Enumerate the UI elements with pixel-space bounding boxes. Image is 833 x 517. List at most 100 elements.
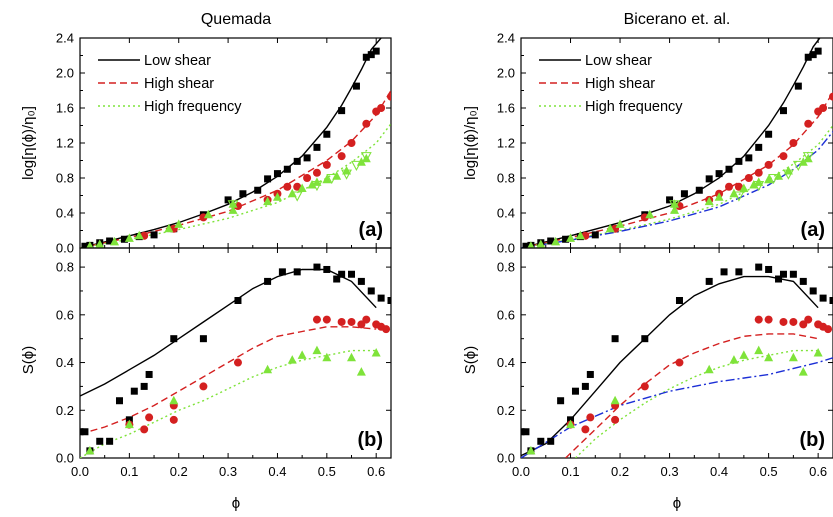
marker-square	[755, 263, 763, 271]
marker-circle	[145, 413, 154, 422]
marker-triangle	[371, 348, 381, 357]
marker-circle	[312, 168, 321, 177]
marker-triangle	[798, 367, 808, 376]
marker-triangle	[263, 196, 273, 206]
y-tick-label: 0.0	[497, 241, 515, 256]
marker-square	[735, 157, 743, 165]
marker-triangle	[803, 153, 813, 163]
y-tick-label: 0.4	[497, 206, 515, 221]
marker-triangle	[754, 345, 764, 355]
marker-square	[547, 437, 555, 445]
y-tick-label: 0.2	[56, 403, 74, 418]
y-tick-label: 0.4	[497, 355, 515, 370]
marker-circle	[387, 92, 391, 101]
marker-triangle	[536, 239, 546, 248]
marker-square	[755, 143, 763, 151]
marker-square	[715, 170, 723, 178]
marker-triangle-down	[227, 200, 239, 211]
marker-triangle	[575, 230, 585, 240]
marker-square	[779, 270, 787, 278]
marker-circle	[199, 382, 208, 391]
ylabel-right-bottom: S(ϕ)	[462, 346, 479, 374]
marker-square	[362, 53, 370, 61]
y-tick-label: 0.6	[497, 307, 515, 322]
marker-square	[367, 287, 375, 295]
marker-triangle-down	[783, 169, 794, 180]
marker-triangle	[85, 445, 95, 455]
marker-square	[115, 397, 123, 405]
x-tick-label: 0.6	[809, 464, 827, 479]
curve-high-frequency	[80, 123, 391, 248]
x-tick-label: 0.4	[268, 464, 286, 479]
legend-label: Low shear	[144, 53, 211, 69]
marker-triangle	[361, 153, 371, 163]
y-tick-label: 0.8	[56, 171, 74, 186]
marker-square	[557, 397, 565, 405]
y-tick-label: 2.0	[497, 66, 515, 81]
marker-square	[239, 190, 247, 198]
marker-square	[725, 165, 733, 173]
marker-circle	[640, 382, 649, 391]
marker-square	[264, 175, 272, 183]
x-tick-label: 0.3	[219, 464, 237, 479]
marker-square	[680, 190, 688, 198]
marker-triangle	[272, 192, 282, 201]
marker-square	[809, 51, 817, 59]
curve-low-shear	[521, 38, 821, 248]
x-tick-label: 0.0	[512, 464, 530, 479]
y-tick-label: 1.6	[56, 101, 74, 116]
marker-triangle	[729, 355, 739, 364]
legend-label: High frequency	[144, 99, 242, 115]
marker-circle	[377, 104, 386, 112]
curve-extra	[521, 131, 833, 248]
marker-square	[377, 294, 385, 302]
x-tick-label: 0.2	[611, 464, 629, 479]
marker-square	[537, 437, 545, 445]
plot-area	[80, 263, 391, 458]
marker-circle	[779, 317, 788, 326]
marker-circle	[804, 315, 813, 324]
marker-square	[352, 82, 360, 90]
x-tick-label: 0.1	[120, 464, 138, 479]
panel-frame	[79, 247, 392, 459]
marker-triangle	[526, 445, 536, 455]
marker-triangle	[566, 233, 576, 242]
y-tick-label: 0.4	[56, 355, 74, 370]
panel-3: 0.0 0.1 0.2 0.3 0.4 0.5 0.6 0.0 0.2 0.4 0.6 0.8 (b)	[497, 247, 833, 479]
marker-triangle	[322, 174, 332, 184]
marker-triangle	[605, 223, 615, 233]
x-tick-label: 0.0	[71, 464, 89, 479]
curve-high-frequency	[521, 125, 833, 248]
panel-2: 0.0 0.4 0.8 1.2 1.6 2.0 2.4 (a) Low shear High sh…	[497, 31, 833, 256]
marker-triangle	[263, 364, 273, 374]
marker-circle	[362, 119, 371, 128]
ylabel-left-bottom: S(ϕ)	[20, 346, 37, 374]
marker-circle	[779, 152, 788, 161]
marker-triangle-down	[360, 152, 372, 163]
marker-square	[829, 297, 833, 304]
curve-low-shear	[521, 275, 819, 457]
marker-triangle	[610, 395, 620, 405]
marker-square	[765, 265, 773, 273]
panel-label: (b)	[799, 429, 825, 451]
marker-circle	[764, 315, 773, 324]
marker-square	[611, 335, 619, 343]
marker-square	[775, 275, 783, 283]
marker-circle	[799, 320, 808, 329]
x-tick-label: 0.3	[661, 464, 679, 479]
title-bicerano: Bicerano et. al.	[624, 11, 731, 28]
marker-triangle	[287, 355, 297, 364]
marker-circle	[725, 182, 733, 191]
marker-triangle-down	[802, 152, 814, 163]
marker-triangle	[739, 350, 749, 359]
marker-square	[735, 268, 743, 276]
marker-triangle	[527, 241, 535, 248]
marker-square	[106, 237, 114, 245]
y-tick-label: 0.0	[56, 451, 74, 466]
marker-square	[779, 107, 787, 115]
marker-triangle-down	[351, 160, 362, 172]
marker-square	[705, 277, 713, 285]
marker-triangle	[704, 196, 714, 206]
marker-circle	[754, 168, 763, 177]
marker-circle	[357, 320, 366, 329]
